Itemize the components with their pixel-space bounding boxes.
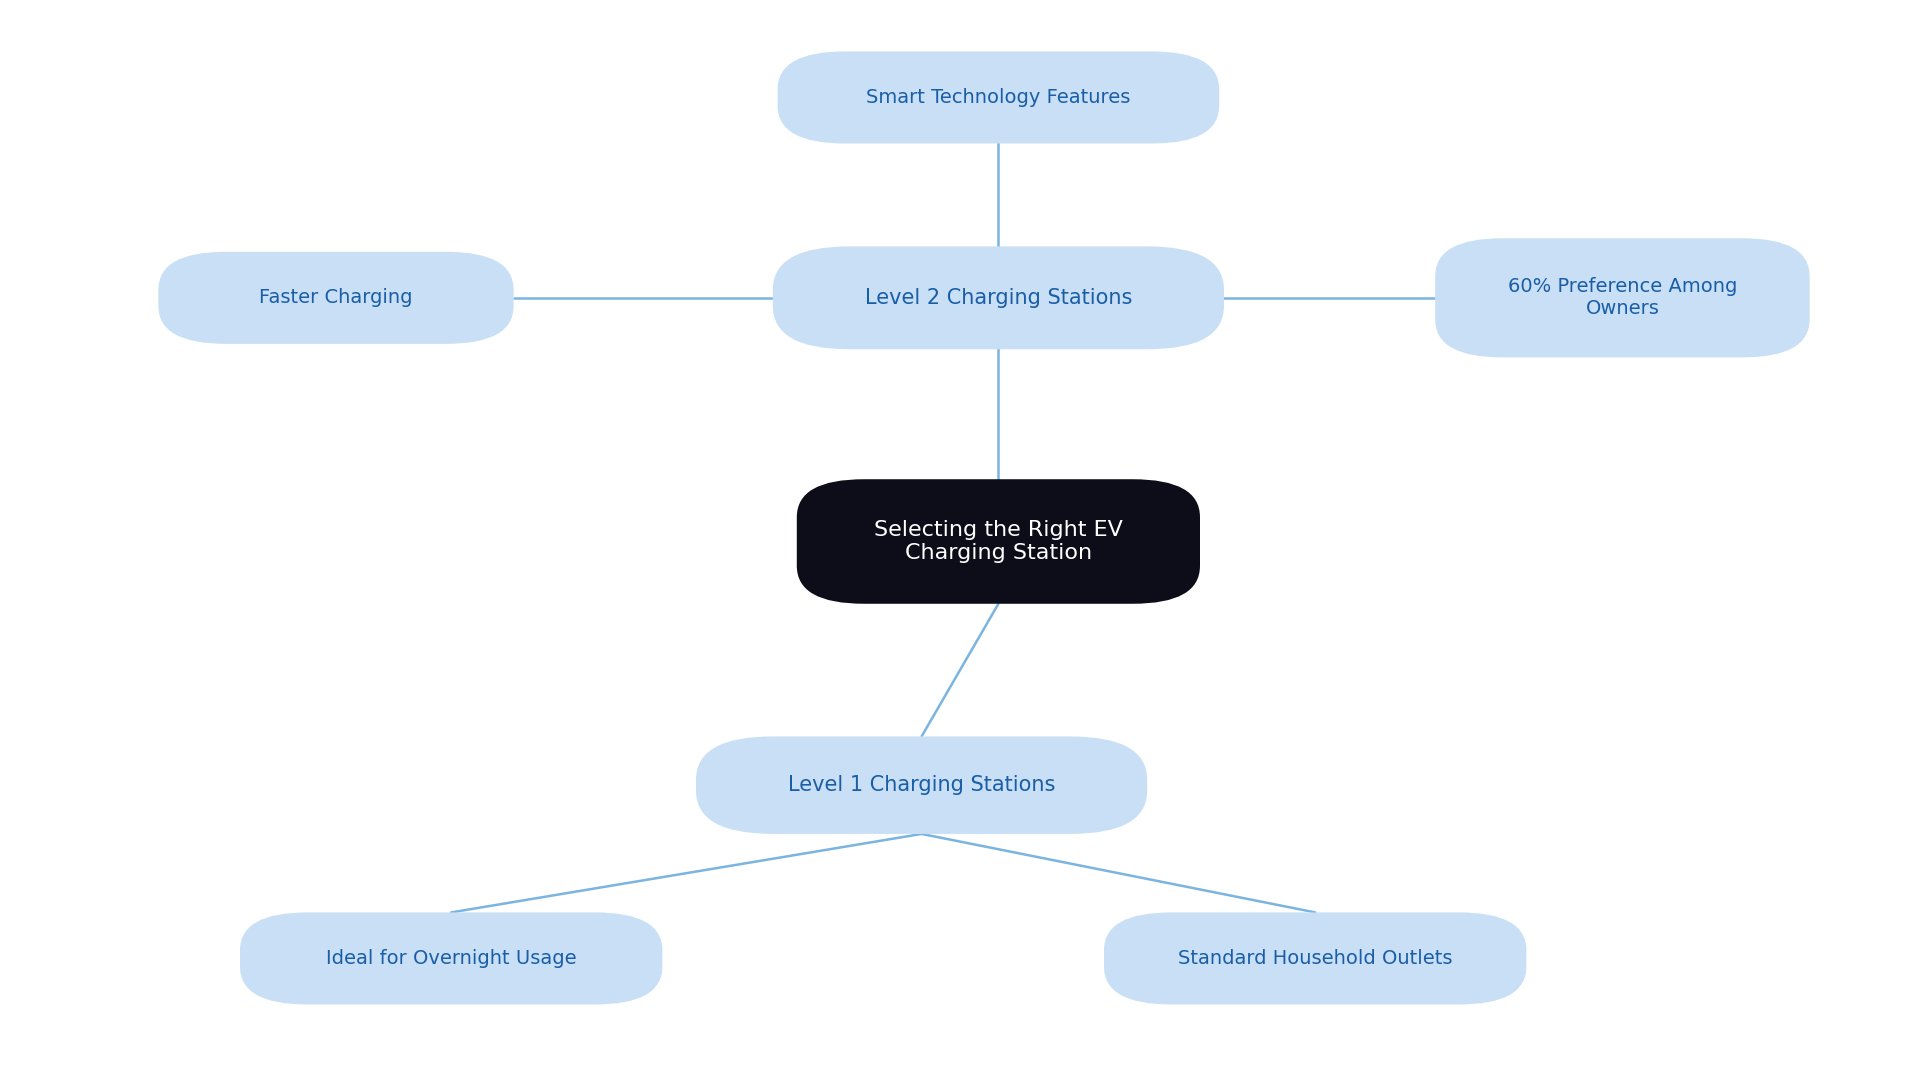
FancyBboxPatch shape <box>797 479 1200 604</box>
FancyBboxPatch shape <box>772 247 1225 349</box>
FancyBboxPatch shape <box>778 51 1219 143</box>
Text: Ideal for Overnight Usage: Ideal for Overnight Usage <box>326 949 576 968</box>
Text: Standard Household Outlets: Standard Household Outlets <box>1179 949 1452 968</box>
Text: Level 1 Charging Stations: Level 1 Charging Stations <box>787 775 1056 795</box>
Text: Smart Technology Features: Smart Technology Features <box>866 88 1131 107</box>
Text: Faster Charging: Faster Charging <box>259 288 413 308</box>
Text: 60% Preference Among
Owners: 60% Preference Among Owners <box>1507 277 1738 318</box>
FancyBboxPatch shape <box>1434 238 1809 357</box>
FancyBboxPatch shape <box>1104 912 1526 1005</box>
Text: Level 2 Charging Stations: Level 2 Charging Stations <box>864 288 1133 308</box>
FancyBboxPatch shape <box>695 736 1146 834</box>
FancyBboxPatch shape <box>240 912 662 1005</box>
FancyBboxPatch shape <box>157 252 513 344</box>
Text: Selecting the Right EV
Charging Station: Selecting the Right EV Charging Station <box>874 520 1123 563</box>
